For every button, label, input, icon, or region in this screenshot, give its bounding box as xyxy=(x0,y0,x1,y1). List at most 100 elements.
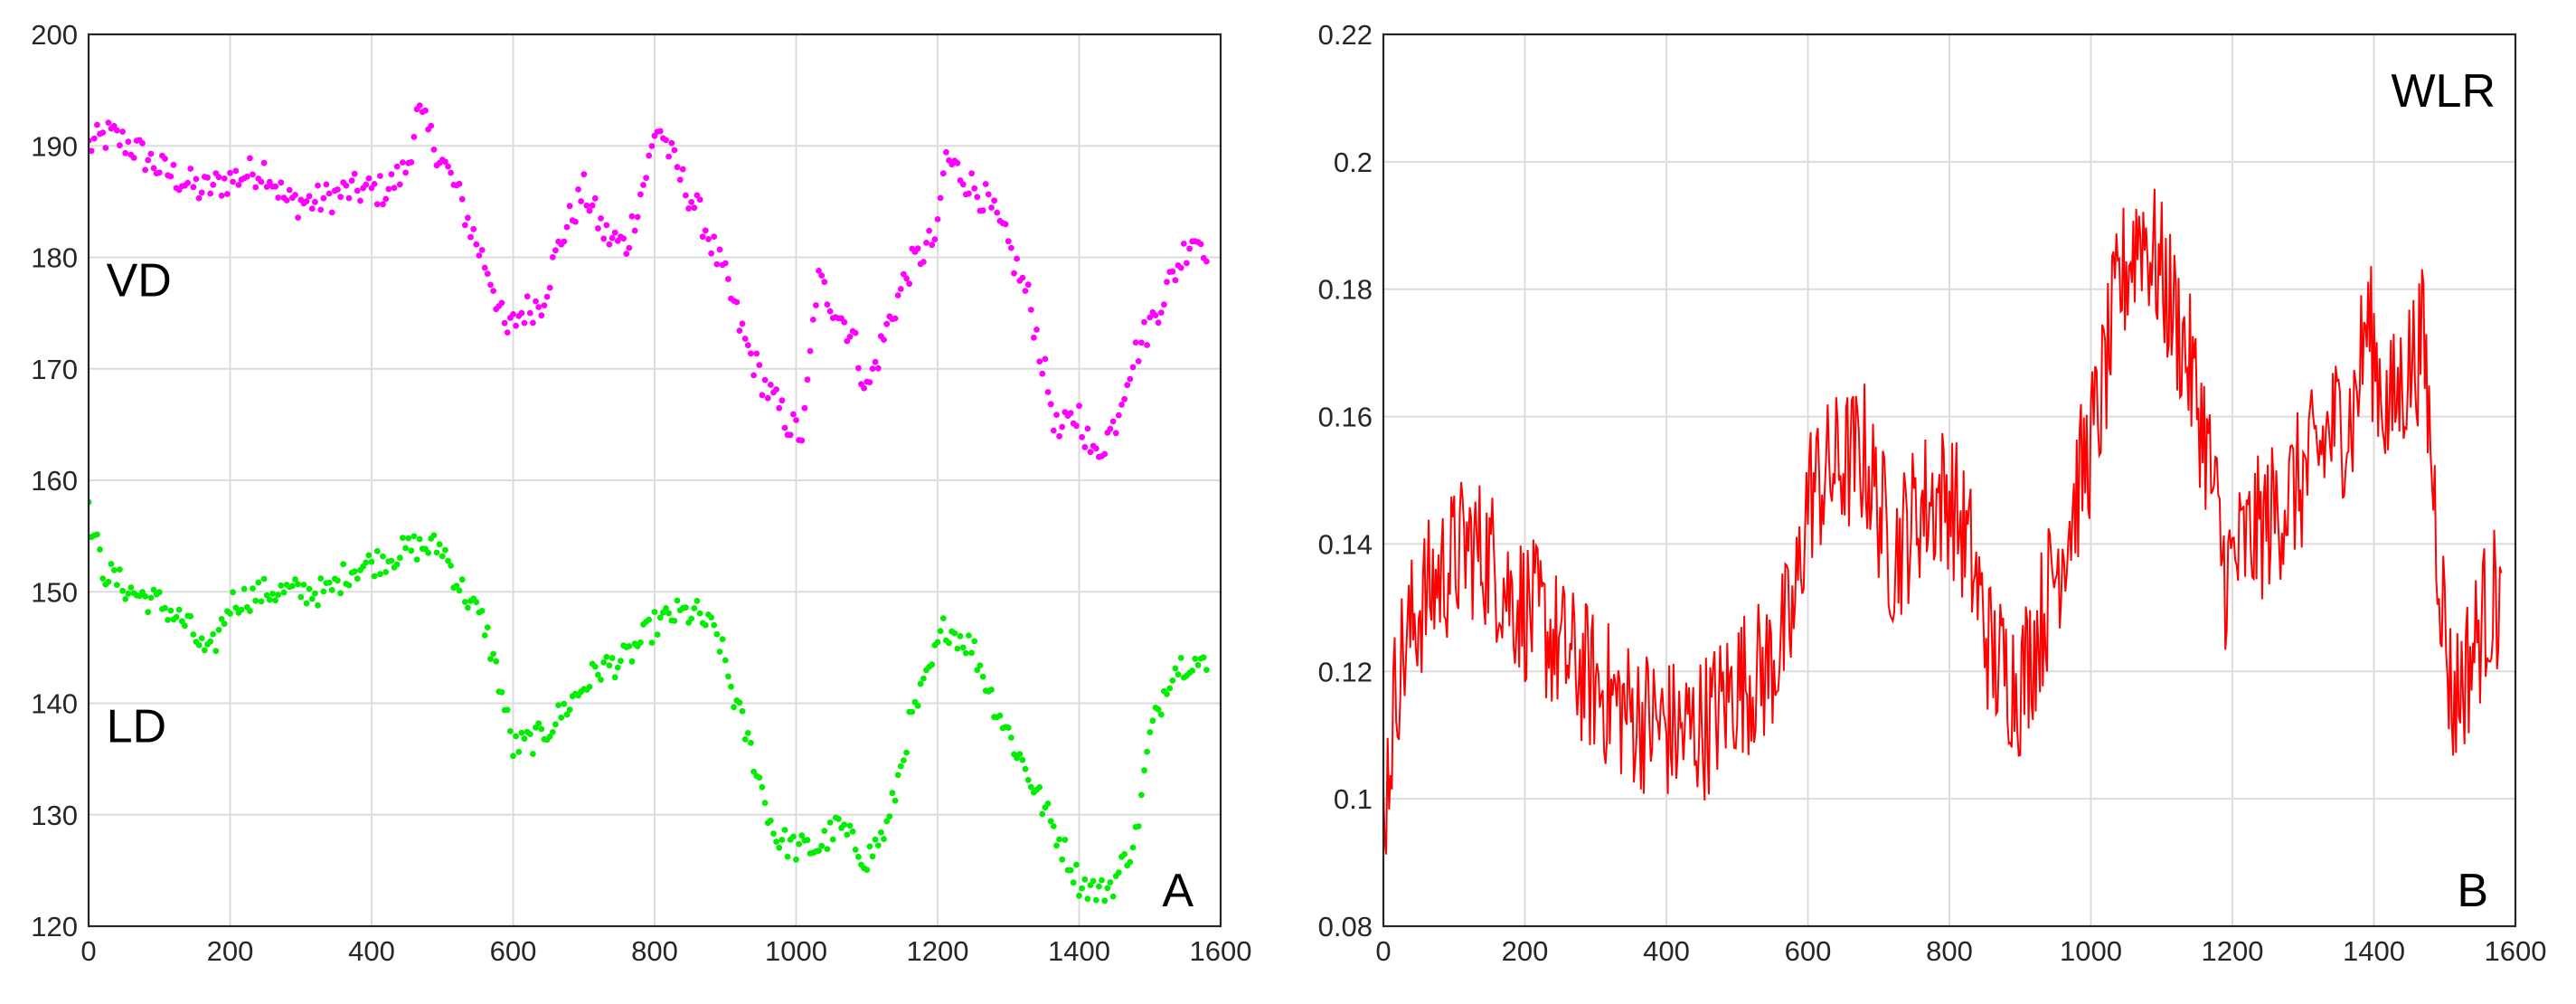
data-point xyxy=(781,424,788,431)
data-point xyxy=(711,621,718,629)
data-point xyxy=(736,327,743,334)
data-point xyxy=(826,308,834,315)
data-point xyxy=(110,122,118,129)
data-point xyxy=(591,194,599,202)
data-point xyxy=(563,223,571,231)
data-point xyxy=(227,610,233,617)
y-tick-label: 0.14 xyxy=(1318,528,1373,560)
data-point xyxy=(1079,885,1085,892)
data-point xyxy=(340,561,347,568)
series-vd xyxy=(89,102,1210,460)
y-tick-label: 0.1 xyxy=(1334,783,1373,815)
data-point xyxy=(252,184,259,191)
data-point xyxy=(371,181,378,187)
data-point xyxy=(784,853,791,860)
data-point xyxy=(328,209,335,216)
data-point xyxy=(388,557,395,564)
data-point xyxy=(1101,897,1109,905)
data-point xyxy=(289,583,296,590)
data-point xyxy=(365,552,373,559)
data-point xyxy=(393,163,401,170)
data-point xyxy=(739,707,746,715)
data-point xyxy=(193,175,200,183)
data-point xyxy=(578,198,584,204)
data-point xyxy=(903,749,910,756)
data-point xyxy=(872,836,879,843)
data-point xyxy=(119,128,127,135)
data-point xyxy=(1155,706,1162,713)
data-point xyxy=(914,702,921,709)
data-point xyxy=(824,301,831,308)
data-point xyxy=(1024,281,1032,289)
data-point xyxy=(306,585,313,592)
data-point xyxy=(974,667,981,674)
data-point xyxy=(218,616,225,622)
data-point xyxy=(195,641,203,649)
data-point xyxy=(906,280,913,288)
data-point xyxy=(393,561,401,568)
data-point xyxy=(165,617,172,623)
data-point xyxy=(150,586,157,593)
data-point xyxy=(818,842,826,849)
x-tick-label: 1400 xyxy=(1048,935,1110,967)
data-point xyxy=(874,365,882,372)
data-point xyxy=(484,270,491,277)
data-point xyxy=(631,227,638,234)
y-tick-label: 0.18 xyxy=(1318,274,1373,306)
data-point xyxy=(674,597,681,604)
x-tick-label: 0 xyxy=(1375,935,1391,967)
data-point xyxy=(260,159,268,166)
data-point xyxy=(1144,342,1150,348)
data-point xyxy=(809,317,816,323)
data-point xyxy=(985,191,992,198)
data-point xyxy=(207,190,214,197)
data-point xyxy=(598,677,604,683)
data-point xyxy=(841,821,848,829)
data-point xyxy=(575,186,581,193)
data-point xyxy=(430,147,438,153)
data-point xyxy=(881,836,887,842)
data-point xyxy=(1115,412,1122,419)
data-point xyxy=(923,240,929,246)
data-point xyxy=(979,673,986,680)
data-point xyxy=(351,170,358,177)
data-point xyxy=(535,720,543,727)
data-point xyxy=(286,186,293,194)
data-point xyxy=(402,545,409,552)
data-point xyxy=(1169,677,1176,684)
data-point xyxy=(1124,382,1131,389)
data-point xyxy=(600,235,608,242)
data-point xyxy=(487,281,494,289)
data-point xyxy=(430,532,438,539)
data-point xyxy=(380,553,386,560)
data-point xyxy=(937,628,944,634)
data-point xyxy=(685,205,692,212)
data-point xyxy=(335,186,341,193)
data-point xyxy=(1011,270,1017,277)
data-point xyxy=(445,557,451,564)
data-point xyxy=(105,578,112,585)
data-point xyxy=(218,192,225,199)
data-point xyxy=(583,202,590,209)
x-tick-label: 400 xyxy=(1643,935,1690,967)
data-point xyxy=(821,279,828,286)
data-point xyxy=(94,121,100,128)
x-tick-label: 1000 xyxy=(765,935,827,967)
data-point xyxy=(549,254,556,260)
data-point xyxy=(589,202,596,209)
data-point xyxy=(767,382,774,388)
data-point xyxy=(317,575,325,582)
data-point xyxy=(676,176,684,184)
data-point xyxy=(934,216,941,223)
data-point xyxy=(308,205,316,213)
data-point xyxy=(849,828,856,835)
data-point xyxy=(308,595,316,602)
data-point xyxy=(773,386,779,393)
data-point xyxy=(275,194,282,201)
data-point xyxy=(465,214,471,222)
data-point xyxy=(405,535,412,542)
data-point xyxy=(761,800,769,806)
data-point xyxy=(1042,355,1049,363)
data-point xyxy=(533,298,539,305)
data-point xyxy=(881,336,887,343)
